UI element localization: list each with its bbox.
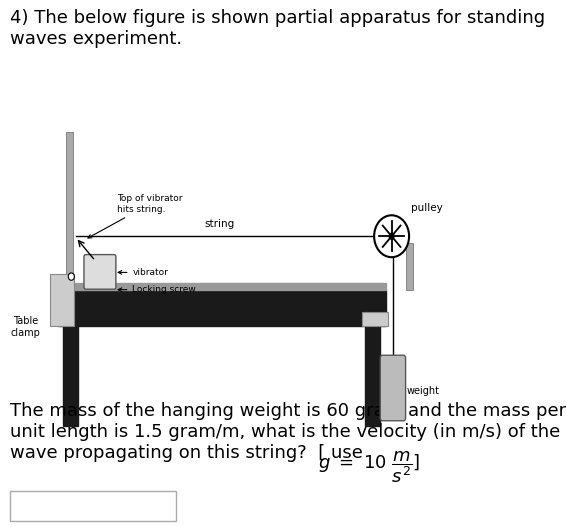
Text: weight: weight <box>407 386 440 396</box>
Text: Top of vibrator
hits string.: Top of vibrator hits string. <box>88 194 183 238</box>
Text: The mass of the hanging weight is 60 gram and the mass per
unit length is 1.5 gr: The mass of the hanging weight is 60 gra… <box>10 403 566 462</box>
FancyBboxPatch shape <box>84 255 116 289</box>
Text: vibrator: vibrator <box>118 268 168 277</box>
Circle shape <box>374 215 409 257</box>
Bar <box>362 312 388 326</box>
Text: 4) The below figure is shown partial apparatus for standing
waves experiment.: 4) The below figure is shown partial app… <box>10 9 545 48</box>
Text: pulley: pulley <box>411 203 443 213</box>
Bar <box>58 290 386 326</box>
Bar <box>365 321 380 426</box>
FancyBboxPatch shape <box>380 355 406 421</box>
Bar <box>406 242 413 290</box>
Text: Locking screw: Locking screw <box>118 285 196 294</box>
Bar <box>50 274 74 326</box>
Text: $g\ =\ 10\ \dfrac{m}{s^2}$]: $g\ =\ 10\ \dfrac{m}{s^2}$] <box>318 450 421 485</box>
Text: Table
clamp: Table clamp <box>11 316 40 337</box>
Bar <box>10 491 176 521</box>
Circle shape <box>388 232 395 240</box>
Text: string: string <box>205 219 235 229</box>
Circle shape <box>68 273 74 280</box>
Bar <box>63 321 78 426</box>
Bar <box>58 283 386 290</box>
Bar <box>66 132 72 290</box>
